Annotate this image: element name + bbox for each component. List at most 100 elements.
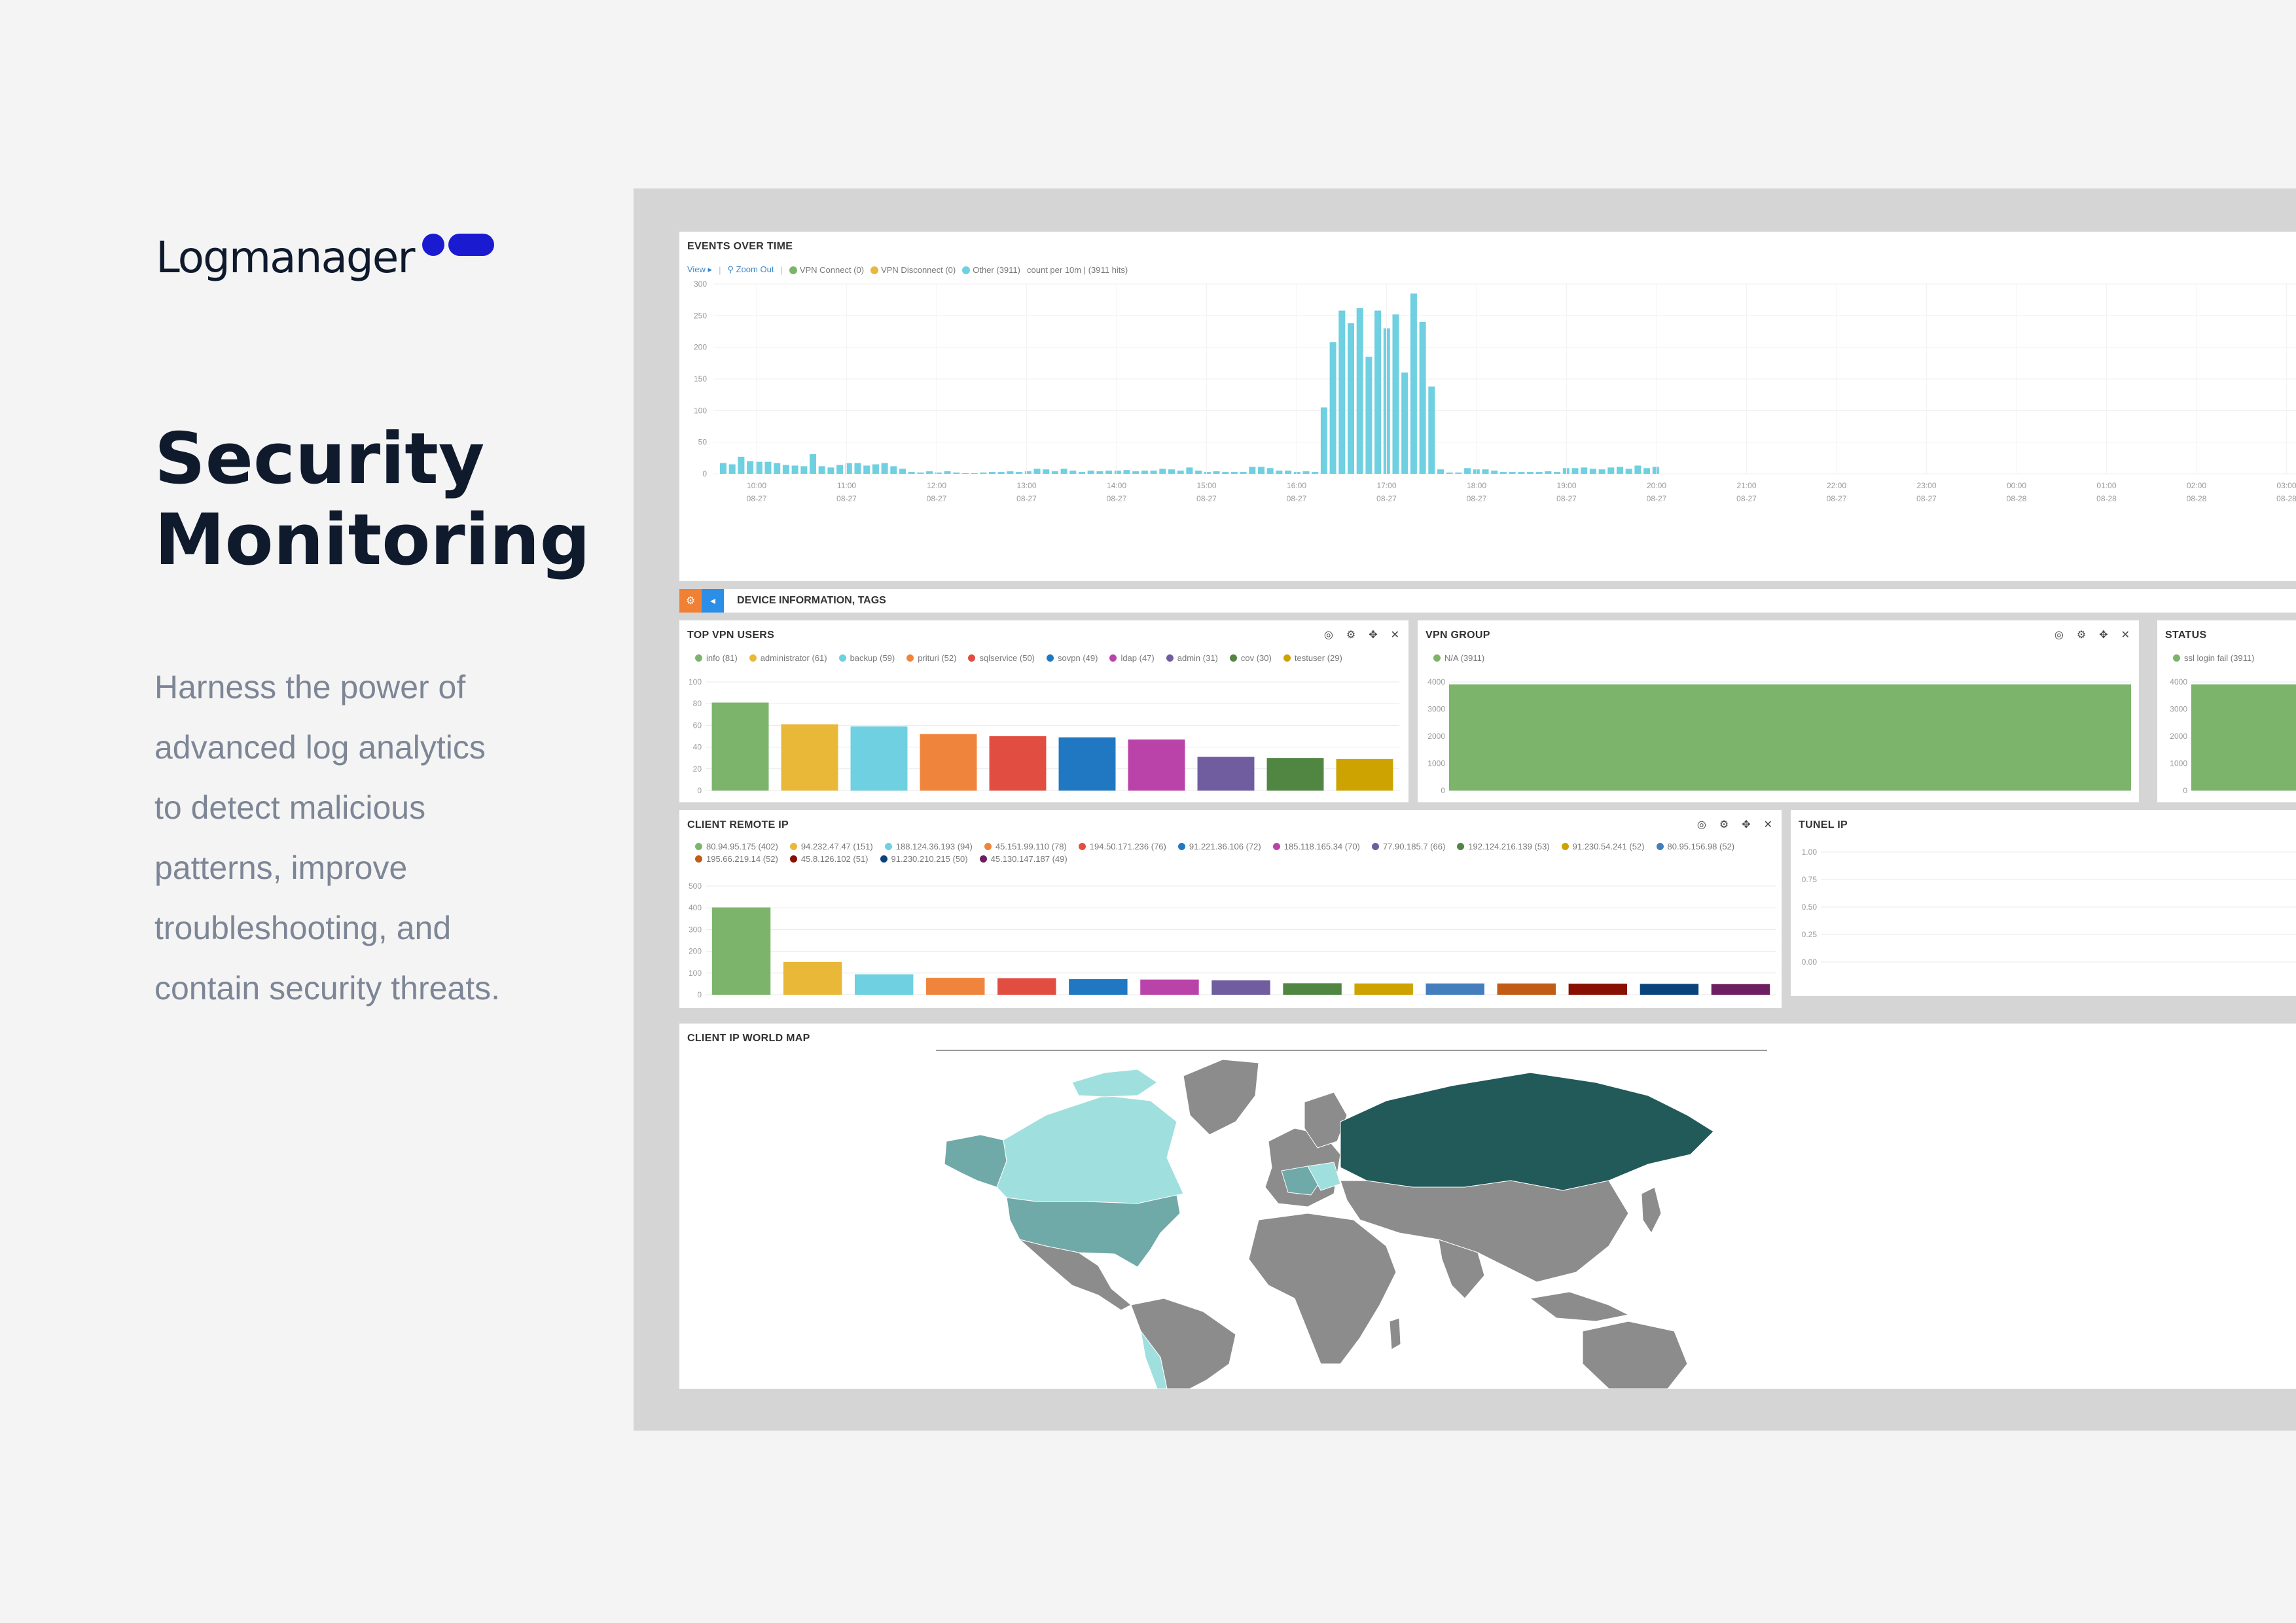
status-panel: STATUS ssl login fail (3911) 0 1000 2000 30…: [2157, 620, 2296, 802]
legend-item[interactable]: admin (31): [1166, 653, 1218, 663]
chart-bar: [1140, 979, 1199, 995]
legend-dot: [884, 843, 892, 850]
gear-icon-button[interactable]: ⚙: [679, 589, 702, 613]
event-bar: [1643, 468, 1651, 474]
event-bar: [1051, 471, 1058, 474]
vpn-group-chart: 0 1000 2000 3000 4000: [1427, 677, 2131, 795]
panel-tools: ◎ ⚙ ✥ ✕: [1324, 628, 1399, 641]
legend-item[interactable]: testuser (29): [1283, 653, 1342, 663]
legend-label: prituri (52): [918, 653, 957, 663]
legend-dot: [1177, 843, 1185, 850]
x-tick-date: 08-27: [1287, 494, 1307, 503]
event-bar: [872, 464, 879, 474]
legend-item[interactable]: ldap (47): [1109, 653, 1155, 663]
legend-label: testuser (29): [1294, 653, 1342, 663]
legend-dot: [1283, 654, 1291, 662]
x-tick-date: 08-28: [2276, 494, 2296, 503]
target-icon[interactable]: ◎: [1323, 630, 1333, 641]
legend-item[interactable]: info (81): [695, 653, 738, 663]
lead-line: troubleshooting, and: [154, 910, 452, 946]
event-bar: [1634, 465, 1641, 474]
legend-item[interactable]: 91.230.54.241 (52): [1561, 842, 1645, 851]
legend-item[interactable]: Other (3911): [962, 265, 1020, 275]
headline-line-1: Security: [154, 418, 485, 500]
map-region-chile: [1140, 1330, 1168, 1389]
legend-item[interactable]: 188.124.36.193 (94): [884, 842, 973, 851]
map-region-eastern-europe: [1307, 1162, 1341, 1191]
legend-item[interactable]: cov (30): [1229, 653, 1272, 663]
close-icon[interactable]: ✕: [1763, 819, 1772, 830]
event-bar: [1123, 470, 1130, 474]
legend-item[interactable]: 94.232.47.47 (151): [789, 842, 873, 851]
vpn-group-panel: VPN GROUP ◎ ⚙ ✥ ✕ N/A (3911) 0 1000 2000 3000 4…: [1418, 620, 2139, 802]
map-region-central-europe: [1281, 1166, 1321, 1196]
x-tick-label: 02:00: [2187, 481, 2206, 490]
tunel-ip-panel: TUNEL IP 0.00 0.25 0.50 0.75 1.00: [1791, 810, 2296, 996]
legend-item[interactable]: sovpn (49): [1047, 653, 1098, 663]
event-bar: [980, 473, 987, 474]
chart-bar: [854, 974, 914, 995]
event-bar: [827, 467, 834, 474]
legend-item[interactable]: 45.8.126.102 (51): [789, 854, 869, 864]
move-icon[interactable]: ✥: [2099, 630, 2108, 641]
legend-item[interactable]: sqlservice (50): [968, 653, 1035, 663]
vpn-users-chart: 0 20 40 60 80 100: [689, 677, 1399, 795]
chart-bar: [850, 726, 908, 791]
event-bar: [1356, 308, 1363, 474]
legend-item[interactable]: 185.118.165.34 (70): [1272, 842, 1360, 851]
y-tick-label: 20: [693, 764, 702, 774]
world-map[interactable]: [679, 1024, 2296, 1389]
legend-item[interactable]: 192.124.216.139 (53): [1457, 842, 1550, 851]
map-region-asia: [1340, 1180, 1629, 1283]
event-bar: [1617, 467, 1623, 474]
legend-item[interactable]: ssl login fail (3911): [2173, 653, 2254, 663]
chart-bar: [1640, 984, 1699, 995]
y-tick-label: 1000: [2170, 759, 2187, 768]
legend-item[interactable]: VPN Disconnect (0): [870, 265, 956, 275]
x-tick-date: 08-27: [927, 494, 947, 503]
legend-label: 185.118.165.34 (70): [1283, 842, 1360, 851]
y-tick-label: 0: [2183, 786, 2187, 795]
event-bar: [800, 466, 808, 474]
event-bar: [1177, 471, 1184, 474]
legend-item[interactable]: 80.95.156.98 (52): [1656, 842, 1734, 851]
close-icon[interactable]: ✕: [1390, 630, 1399, 641]
gear-icon[interactable]: ⚙: [1719, 819, 1729, 830]
legend-item[interactable]: 91.230.210.215 (50): [880, 854, 968, 864]
legend-item[interactable]: 91.221.36.106 (72): [1177, 842, 1261, 851]
legend-item[interactable]: prituri (52): [906, 653, 956, 663]
legend-dot: [789, 266, 797, 275]
target-icon[interactable]: ◎: [1696, 819, 1706, 830]
event-bar: [1581, 467, 1588, 474]
lead-line: Harness the power of: [154, 669, 466, 705]
view-link[interactable]: View ▸: [687, 264, 713, 274]
legend-item[interactable]: backup (59): [838, 653, 895, 663]
gear-icon[interactable]: ⚙: [2076, 630, 2087, 641]
legend-item[interactable]: 194.50.171.236 (76): [1078, 842, 1166, 851]
legend-item[interactable]: VPN Connect (0): [789, 265, 864, 275]
legend-item[interactable]: 80.94.95.175 (402): [695, 842, 778, 851]
legend-item[interactable]: N/A (3911): [1433, 653, 1484, 663]
event-bar: [1195, 471, 1202, 474]
legend-label: 94.232.47.47 (151): [800, 842, 873, 851]
zoom-out-link[interactable]: ⚲ Zoom Out: [727, 264, 774, 274]
move-icon[interactable]: ✥: [1742, 819, 1751, 830]
event-bar: [1607, 467, 1615, 474]
legend-dot: [2173, 654, 2180, 662]
close-icon[interactable]: ✕: [2121, 630, 2130, 641]
legend-item[interactable]: 45.130.147.187 (49): [979, 854, 1067, 864]
legend-item[interactable]: 77.90.185.7 (66): [1371, 842, 1445, 851]
event-bar: [1114, 471, 1121, 474]
event-bar: [1509, 472, 1516, 474]
legend-item[interactable]: administrator (61): [749, 653, 827, 663]
event-bar: [1401, 372, 1408, 474]
gear-icon[interactable]: ⚙: [1346, 630, 1356, 641]
target-icon[interactable]: ◎: [2054, 630, 2064, 641]
collapse-arrow-button[interactable]: ◂: [702, 589, 724, 613]
legend-item[interactable]: 195.66.219.14 (52): [695, 854, 778, 864]
event-bar: [1266, 468, 1274, 474]
legend-item[interactable]: 45.151.99.110 (78): [984, 842, 1067, 851]
map-region-africa: [1248, 1213, 1397, 1364]
move-icon[interactable]: ✥: [1369, 630, 1378, 641]
legend-label: info (81): [706, 653, 738, 663]
